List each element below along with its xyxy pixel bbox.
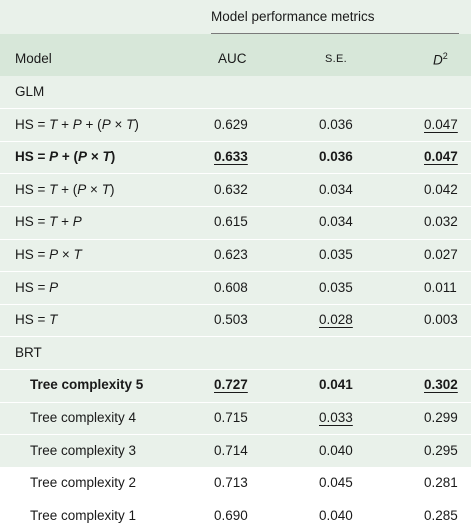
se-cell: 0.040 — [319, 442, 353, 458]
table-row: HS = P 0.608 0.035 0.011 — [0, 272, 471, 305]
column-header-se: S.E. — [325, 53, 347, 65]
column-header-d2: D2 — [433, 51, 448, 68]
auc-cell: 0.727 — [214, 377, 248, 393]
column-header-d2-base: D — [433, 52, 443, 68]
auc-cell: 0.690 — [214, 507, 248, 523]
row-divider — [0, 434, 471, 436]
table-row: Tree complexity 4 0.715 0.033 0.299 — [0, 402, 471, 435]
model-cell: HS = P — [15, 279, 59, 295]
row-divider — [0, 140, 471, 142]
section-title: GLM — [15, 84, 45, 99]
auc-cell: 0.632 — [214, 181, 248, 197]
se-cell: 0.028 — [319, 312, 353, 328]
row-divider — [0, 401, 471, 403]
se-cell: 0.034 — [319, 181, 353, 197]
auc-cell: 0.715 — [214, 410, 248, 425]
auc-cell: 0.623 — [214, 247, 248, 262]
model-cell: HS = T + P + (P × T) — [15, 116, 139, 132]
d2-cell: 0.003 — [424, 312, 458, 328]
se-cell: 0.035 — [319, 247, 353, 262]
d2-cell: 0.011 — [424, 279, 457, 295]
model-cell: Tree complexity 4 — [30, 410, 137, 425]
table-row: Tree complexity 2 0.713 0.045 0.281 — [0, 467, 471, 500]
row-divider — [0, 173, 471, 175]
table-row: Tree complexity 1 0.690 0.040 0.285 — [0, 500, 471, 532]
column-header-row: Model AUC S.E. D2 — [0, 34, 471, 76]
table-row: HS = T 0.503 0.028 0.003 — [0, 304, 471, 337]
column-header-d2-sup: 2 — [442, 51, 448, 61]
d2-cell: 0.047 — [424, 116, 458, 132]
se-cell: 0.040 — [319, 507, 353, 523]
d2-cell: 0.047 — [424, 149, 458, 165]
d2-cell: 0.032 — [424, 214, 458, 230]
table-row: HS = P × T 0.623 0.035 0.027 — [0, 239, 471, 272]
table-row: HS = T + P 0.615 0.034 0.032 — [0, 206, 471, 239]
model-cell: Tree complexity 1 — [30, 507, 137, 523]
row-divider — [0, 336, 471, 338]
auc-cell: 0.629 — [214, 116, 248, 132]
model-cell: HS = T — [15, 312, 58, 328]
model-cell: Tree complexity 3 — [30, 442, 137, 458]
auc-cell: 0.608 — [214, 279, 248, 295]
model-cell: Tree complexity 2 — [30, 475, 137, 491]
d2-cell: 0.042 — [424, 181, 458, 197]
model-cell: Tree complexity 5 — [30, 377, 144, 393]
d2-cell: 0.299 — [424, 410, 458, 425]
se-cell: 0.035 — [319, 279, 353, 295]
se-cell: 0.036 — [319, 149, 353, 165]
row-divider — [0, 205, 471, 207]
model-cell: HS = P × T — [15, 247, 82, 262]
model-cell: HS = T + P — [15, 214, 82, 230]
group-header: Model performance metrics — [0, 0, 471, 34]
table-row: HS = T + (P × T) 0.632 0.034 0.042 — [0, 174, 471, 207]
table-row: HS = P + (P × T) 0.633 0.036 0.047 — [0, 141, 471, 174]
se-cell: 0.041 — [319, 377, 353, 393]
group-header-label: Model performance metrics — [211, 9, 375, 24]
section-row-glm: GLM — [0, 76, 471, 109]
d2-cell: 0.295 — [424, 442, 458, 458]
auc-cell: 0.503 — [214, 312, 248, 328]
row-divider — [0, 238, 471, 240]
table-row: HS = T + P + (P × T) 0.629 0.036 0.047 — [0, 109, 471, 142]
d2-cell: 0.285 — [424, 507, 458, 523]
group-header-rule — [211, 33, 459, 34]
table-row: Tree complexity 5 0.727 0.041 0.302 — [0, 369, 471, 402]
column-header-model: Model — [15, 51, 52, 66]
se-cell: 0.034 — [319, 214, 353, 230]
row-divider — [0, 368, 471, 370]
d2-cell: 0.027 — [424, 247, 458, 262]
model-cell: HS = P + (P × T) — [15, 149, 116, 165]
d2-cell: 0.281 — [424, 475, 458, 491]
column-header-auc: AUC — [218, 51, 247, 66]
model-cell: HS = T + (P × T) — [15, 181, 115, 197]
row-divider — [0, 303, 471, 305]
section-row-brt: BRT — [0, 337, 471, 370]
row-divider — [0, 108, 471, 110]
row-divider — [0, 271, 471, 273]
auc-cell: 0.615 — [214, 214, 248, 230]
auc-cell: 0.713 — [214, 475, 248, 491]
d2-cell: 0.302 — [424, 377, 458, 393]
se-cell: 0.036 — [319, 116, 353, 132]
auc-cell: 0.633 — [214, 149, 248, 165]
table-row: Tree complexity 3 0.714 0.040 0.295 — [0, 435, 471, 468]
se-cell: 0.033 — [319, 410, 353, 425]
auc-cell: 0.714 — [214, 442, 248, 458]
section-title: BRT — [15, 344, 42, 360]
se-cell: 0.045 — [319, 475, 353, 491]
